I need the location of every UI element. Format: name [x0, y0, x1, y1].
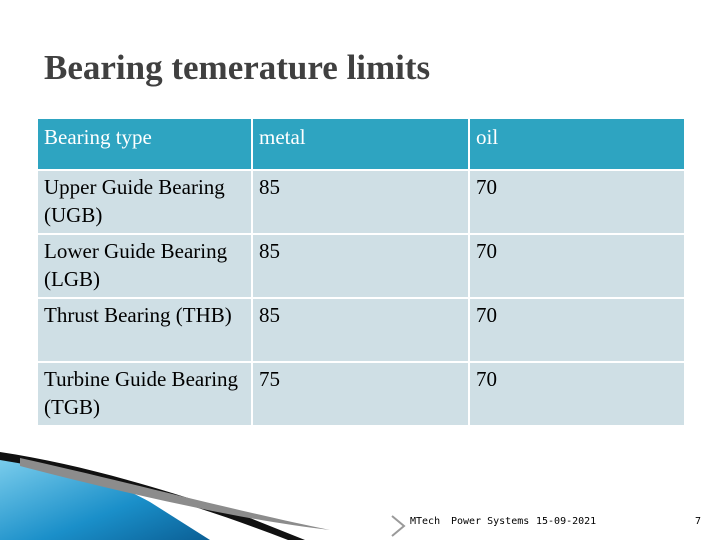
oil-limit-cell: 70 [468, 297, 686, 363]
oil-limit-cell: 70 [468, 361, 686, 427]
bearing-type-cell: Upper Guide Bearing (UGB) [36, 169, 253, 235]
bearing-type-cell: Turbine Guide Bearing (TGB) [36, 361, 253, 427]
header-bearing-type: Bearing type [36, 117, 253, 171]
table-header-row: Bearing type metal oil [36, 117, 686, 171]
table-row: Thrust Bearing (THB) 85 70 [36, 297, 686, 363]
slide-title: Bearing temerature limits [44, 48, 431, 87]
table-row: Turbine Guide Bearing (TGB) 75 70 [36, 361, 686, 427]
header-oil: oil [468, 117, 686, 171]
footer-subject: Power Systems [451, 516, 530, 527]
metal-limit-cell: 85 [251, 233, 470, 299]
grey-swoosh-shape [20, 458, 330, 530]
metal-limit-cell: 85 [251, 297, 470, 363]
footer-course: MTech [410, 516, 441, 527]
oil-limit-cell: 70 [468, 233, 686, 299]
table-row: Lower Guide Bearing (LGB) 85 70 [36, 233, 686, 299]
bearing-limits-table: Bearing type metal oil Upper Guide Beari… [36, 117, 686, 427]
decorative-swoosh-graphic [0, 452, 406, 540]
blue-wave-shape [0, 454, 210, 540]
oil-limit-cell: 70 [468, 169, 686, 235]
footer-date: 15-09-2021 [536, 516, 597, 527]
metal-limit-cell: 75 [251, 361, 470, 427]
header-metal: metal [251, 117, 470, 171]
grey-chevron-icon [391, 515, 406, 537]
metal-limit-cell: 85 [251, 169, 470, 235]
bearing-type-cell: Lower Guide Bearing (LGB) [36, 233, 253, 299]
footer-page-number: 7 [695, 516, 702, 527]
bearing-type-cell: Thrust Bearing (THB) [36, 297, 253, 363]
table-row: Upper Guide Bearing (UGB) 85 70 [36, 169, 686, 235]
